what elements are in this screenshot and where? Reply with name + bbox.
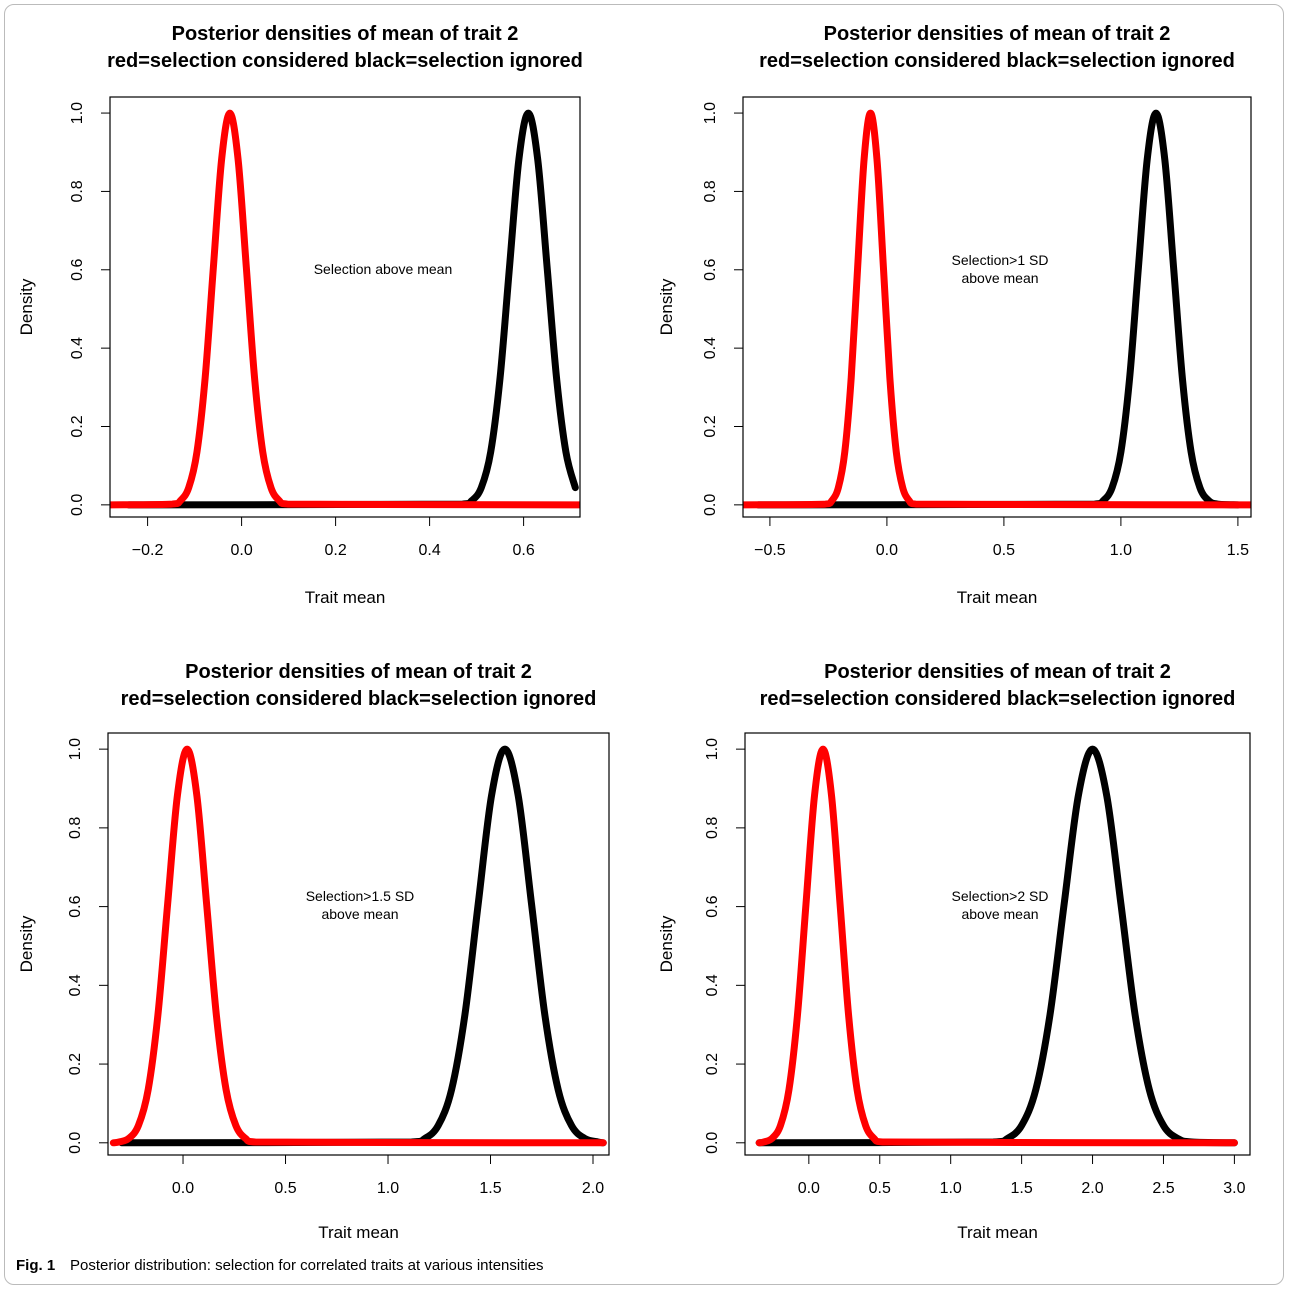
x-tick-label: 0.0 [230,542,252,559]
x-tick-label: 2.0 [1081,1180,1103,1197]
chart-title: Posterior densities of mean of trait 2 [824,661,1171,683]
x-axis-label: Trait mean [957,588,1038,607]
density-curve [110,109,580,509]
x-tick-label: 1.0 [377,1180,399,1197]
y-tick-label: 0.0 [67,1132,84,1154]
panel [755,745,1238,1147]
x-tick-label: 1.5 [479,1180,501,1197]
chart-subtitle: red=selection considered black=selection… [121,688,597,710]
y-tick-label: 0.4 [702,337,719,359]
x-tick-label: 1.0 [1110,542,1132,559]
annotation: above mean [321,906,398,922]
plot-frame [744,732,1251,1156]
x-tick-label: 0.0 [876,542,898,559]
x-tick-label: 3.0 [1223,1180,1245,1197]
density-curve [755,745,1238,1147]
panel [110,109,580,509]
chart-title: Posterior densities of mean of trait 2 [824,23,1171,45]
y-axis-label: Density [17,278,36,335]
y-tick-label: 0.4 [69,337,86,359]
x-tick-label: 0.5 [274,1180,296,1197]
chart-subtitle: red=selection considered black=selection… [760,688,1236,710]
y-tick-label: 0.4 [67,974,84,996]
x-tick-label: 1.5 [1010,1180,1032,1197]
density-curve [118,745,607,1147]
y-tick-label: 1.0 [704,738,721,760]
y-tick-label: 0.0 [704,1132,721,1154]
y-tick-label: 0.8 [702,180,719,202]
y-tick-label: 0.2 [702,415,719,437]
y-tick-label: 0.6 [702,259,719,281]
x-axis-label: Trait mean [957,1223,1038,1242]
caption-text: Posterior distribution: selection for co… [70,1257,544,1274]
annotation: Selection>2 SD [952,888,1049,904]
x-tick-label: −0.5 [754,542,786,559]
y-tick-label: 1.0 [67,738,84,760]
x-tick-label: 0.5 [869,1180,891,1197]
figure-frame [4,4,1284,1285]
density-curve [754,109,1242,509]
annotation: Selection>1 SD [952,252,1049,268]
density-curve [109,745,607,1147]
chart-subtitle: red=selection considered black=selection… [107,50,583,72]
caption-label: Fig. 1 [16,1257,55,1274]
y-tick-label: 0.8 [69,180,86,202]
x-tick-label: 0.0 [172,1180,194,1197]
x-tick-label: 0.4 [418,542,440,559]
y-tick-label: 0.0 [69,494,86,516]
plot-frame [742,96,1252,518]
x-tick-label: 0.0 [798,1180,820,1197]
x-tick-label: 0.2 [324,542,346,559]
x-tick-label: 1.5 [1227,542,1249,559]
chart-title: Posterior densities of mean of trait 2 [172,23,519,45]
density-curve [755,745,1238,1147]
annotation: above mean [961,270,1038,286]
y-tick-label: 0.6 [69,259,86,281]
x-tick-label: 2.0 [582,1180,604,1197]
x-axis-label: Trait mean [305,588,386,607]
density-curve [743,109,1251,509]
x-axis-label: Trait mean [318,1223,399,1242]
y-tick-label: 1.0 [69,102,86,124]
x-tick-label: −0.2 [132,542,164,559]
plot-frame [107,732,610,1156]
y-axis-label: Density [657,915,676,972]
y-tick-label: 0.0 [702,494,719,516]
x-tick-label: 1.0 [940,1180,962,1197]
chart-title: Posterior densities of mean of trait 2 [185,661,532,683]
y-tick-label: 0.8 [704,817,721,839]
y-tick-label: 0.8 [67,817,84,839]
y-tick-label: 0.2 [67,1053,84,1075]
annotation: Selection>1.5 SD [306,888,415,904]
y-tick-label: 0.2 [69,415,86,437]
x-tick-label: 0.5 [993,542,1015,559]
y-tick-label: 0.6 [67,895,84,917]
panel [743,109,1251,509]
y-axis-label: Density [17,915,36,972]
plot-frame [109,96,581,518]
annotation: Selection above mean [314,261,453,277]
x-tick-label: 2.5 [1152,1180,1174,1197]
chart-subtitle: red=selection considered black=selection… [759,50,1235,72]
y-tick-label: 0.6 [704,895,721,917]
annotation: above mean [961,906,1038,922]
y-tick-label: 0.4 [704,974,721,996]
y-axis-label: Density [657,278,676,335]
y-tick-label: 0.2 [704,1053,721,1075]
y-tick-label: 1.0 [702,102,719,124]
x-tick-label: 0.6 [512,542,534,559]
panel [109,745,607,1147]
